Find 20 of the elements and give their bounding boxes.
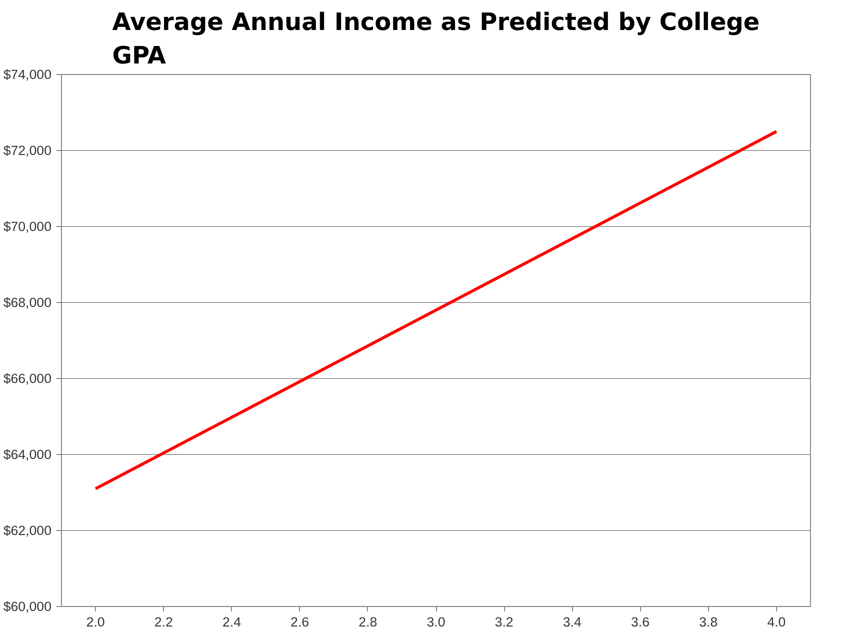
x-tick-label: 3.8: [699, 614, 718, 630]
y-tick-label: $70,000: [3, 219, 52, 234]
y-tick-label: $64,000: [3, 447, 52, 462]
x-tick-label: 2.2: [154, 614, 173, 630]
y-tick-label: $62,000: [3, 523, 52, 538]
y-tick-label: $72,000: [3, 143, 52, 158]
x-tick-label: 2.6: [290, 614, 310, 630]
y-tick-label: $74,000: [3, 67, 52, 82]
x-tick-label: 3.4: [562, 614, 582, 630]
x-tick-label: 4.0: [767, 614, 786, 630]
x-tick-label: 2.8: [358, 614, 378, 630]
y-tick-label: $60,000: [3, 599, 52, 614]
y-tick-label: $68,000: [3, 295, 52, 310]
x-tick-label: 3.2: [494, 614, 514, 630]
x-tick-label: 2.0: [86, 614, 105, 630]
y-tick-label: $66,000: [3, 371, 52, 386]
chart-title: Average Annual Income as Predicted by College GPA: [112, 8, 760, 70]
x-tick-label: 3.0: [426, 614, 446, 630]
x-tick-label: 2.4: [222, 614, 242, 630]
x-tick-label: 3.6: [631, 614, 650, 630]
